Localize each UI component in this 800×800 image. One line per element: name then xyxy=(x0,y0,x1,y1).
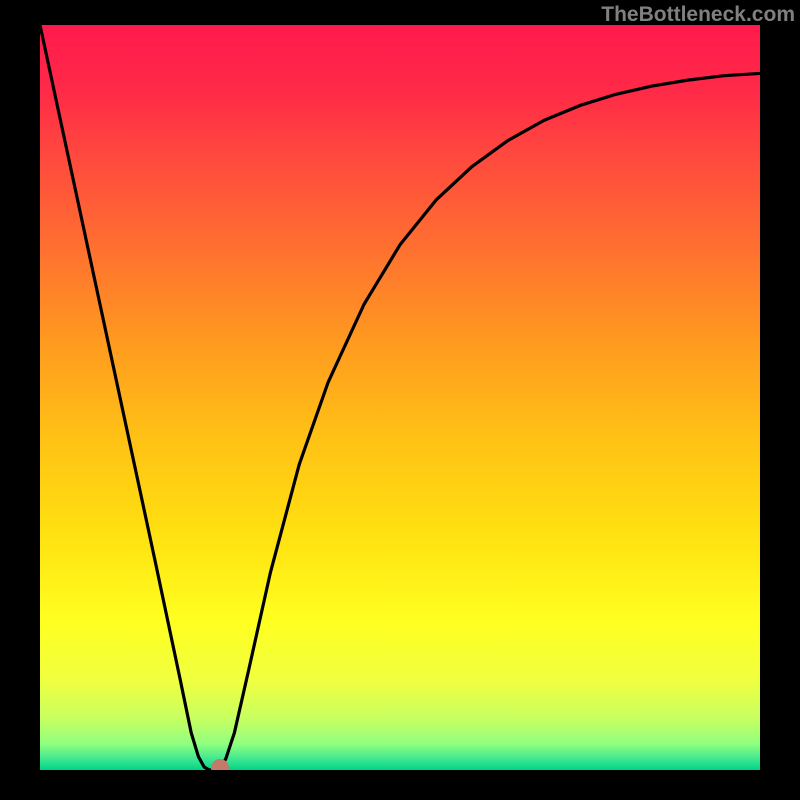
watermark-text: TheBottleneck.com xyxy=(601,3,795,27)
curve-svg xyxy=(40,25,760,770)
gradient-background xyxy=(40,25,760,770)
plot-area xyxy=(40,25,760,770)
